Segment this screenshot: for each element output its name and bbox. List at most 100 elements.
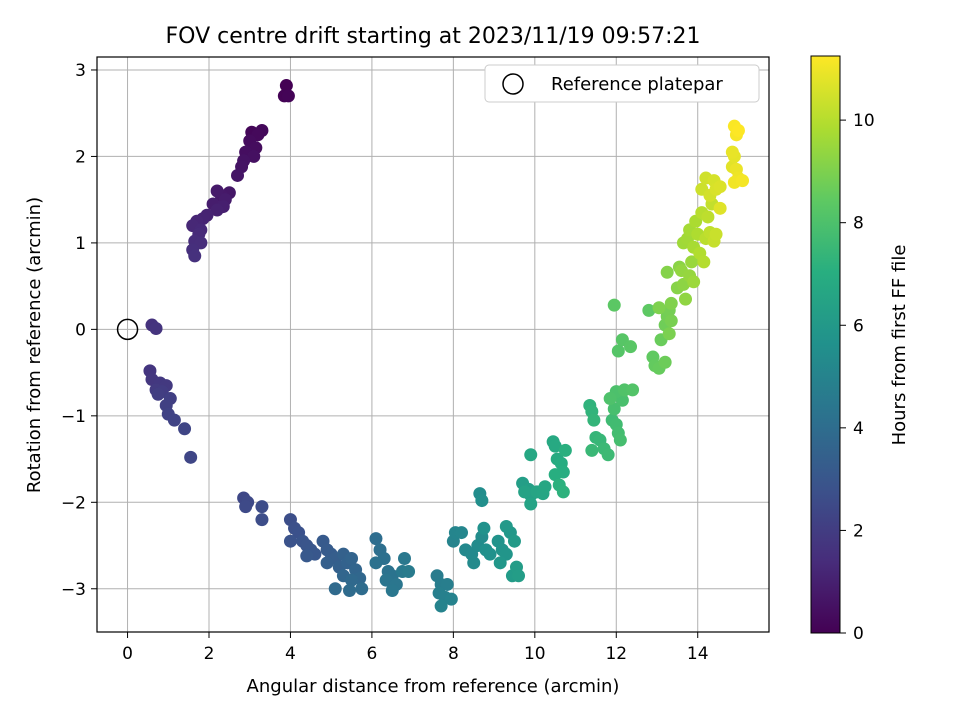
data-point xyxy=(664,314,678,328)
data-point xyxy=(328,582,342,596)
data-point xyxy=(320,556,334,570)
data-point xyxy=(685,255,699,269)
legend-entry-reference: Reference platepar xyxy=(551,74,723,95)
data-point xyxy=(167,413,181,427)
data-point xyxy=(624,340,638,354)
data-point xyxy=(477,521,491,535)
data-point xyxy=(736,174,750,188)
colorbar-ticks: 0 2 4 6 8 10 xyxy=(840,111,875,644)
data-point xyxy=(601,448,615,462)
data-point xyxy=(355,582,369,596)
data-point xyxy=(658,355,672,369)
data-point xyxy=(184,450,198,464)
data-point xyxy=(300,549,314,563)
reference-point xyxy=(116,318,139,341)
data-point xyxy=(281,89,295,103)
data-point xyxy=(239,500,253,514)
y-axis-label: Rotation from reference (arcmin) xyxy=(24,197,45,493)
data-point xyxy=(149,322,163,336)
data-point xyxy=(231,168,245,182)
x-tick-label: 6 xyxy=(366,644,377,664)
data-point xyxy=(512,569,526,583)
colorbar-tick-label: 8 xyxy=(853,214,864,234)
data-point xyxy=(210,203,224,217)
x-tick-label: 2 xyxy=(204,644,215,664)
data-point xyxy=(524,448,538,462)
data-point xyxy=(713,201,727,215)
data-point xyxy=(493,556,507,570)
legend-reference-marker xyxy=(502,73,524,95)
data-point xyxy=(385,583,399,597)
data-point xyxy=(709,227,723,241)
grid-lines xyxy=(97,57,769,632)
data-point xyxy=(483,547,497,561)
data-point xyxy=(283,534,297,548)
data-point xyxy=(652,301,666,315)
data-point xyxy=(178,422,192,436)
data-point xyxy=(345,573,359,587)
data-point xyxy=(369,556,383,570)
y-tick-label: −2 xyxy=(61,493,86,513)
data-point xyxy=(397,552,411,566)
data-point xyxy=(518,485,532,499)
data-point xyxy=(697,255,711,269)
data-point xyxy=(701,210,715,224)
colorbar-label: Hours from first FF file xyxy=(889,245,910,446)
colorbar-tick-label: 4 xyxy=(853,419,864,439)
data-point xyxy=(664,296,678,310)
y-tick-label: −1 xyxy=(61,407,86,427)
data-point xyxy=(611,344,625,358)
data-point xyxy=(247,149,261,163)
reference-marker xyxy=(116,318,139,341)
data-point xyxy=(499,520,513,534)
data-point xyxy=(679,292,693,306)
y-tick-label: 0 xyxy=(75,320,86,340)
colorbar-tick-label: 2 xyxy=(853,521,864,541)
data-point xyxy=(345,552,359,566)
data-point xyxy=(603,392,617,406)
y-axis-ticks: −3 −2 −1 0 1 2 3 xyxy=(61,61,97,600)
data-point xyxy=(507,534,521,548)
data-point xyxy=(343,583,357,597)
data-point xyxy=(725,145,739,159)
data-point xyxy=(524,497,538,511)
data-point xyxy=(255,513,269,527)
chart-title: FOV centre drift starting at 2023/11/19 … xyxy=(166,24,701,49)
data-point xyxy=(556,485,570,499)
data-point xyxy=(642,303,656,317)
data-point xyxy=(613,433,627,447)
data-point xyxy=(475,494,489,508)
data-point xyxy=(713,180,727,194)
data-point xyxy=(402,564,416,578)
data-point xyxy=(607,298,621,312)
x-axis-ticks: 0 2 4 6 8 10 12 14 xyxy=(122,632,709,664)
colorbar-tick-label: 0 xyxy=(853,624,864,644)
y-tick-label: −3 xyxy=(61,580,86,600)
y-tick-label: 2 xyxy=(75,147,86,167)
data-point xyxy=(731,123,745,137)
y-tick-label: 1 xyxy=(75,234,86,254)
colorbar-tick-label: 6 xyxy=(853,316,864,336)
x-tick-label: 14 xyxy=(687,644,709,664)
data-point xyxy=(379,573,393,587)
data-point xyxy=(548,439,562,453)
data-point xyxy=(434,599,448,613)
data-point xyxy=(585,443,599,457)
colorbar: 0 2 4 6 8 10 Hours from first FF file xyxy=(810,55,910,644)
data-point xyxy=(455,526,469,540)
x-tick-label: 10 xyxy=(524,644,546,664)
data-point xyxy=(444,592,458,606)
plot-frame xyxy=(96,56,770,633)
data-point xyxy=(279,79,293,93)
data-point xyxy=(538,480,552,494)
data-point xyxy=(467,556,481,570)
data-point xyxy=(607,402,621,416)
y-tick-label: 3 xyxy=(75,61,86,81)
data-point xyxy=(255,500,269,514)
x-axis-label: Angular distance from reference (arcmin) xyxy=(247,676,620,697)
x-tick-label: 4 xyxy=(285,644,296,664)
legend: Reference platepar xyxy=(484,64,760,103)
data-point xyxy=(558,443,572,457)
